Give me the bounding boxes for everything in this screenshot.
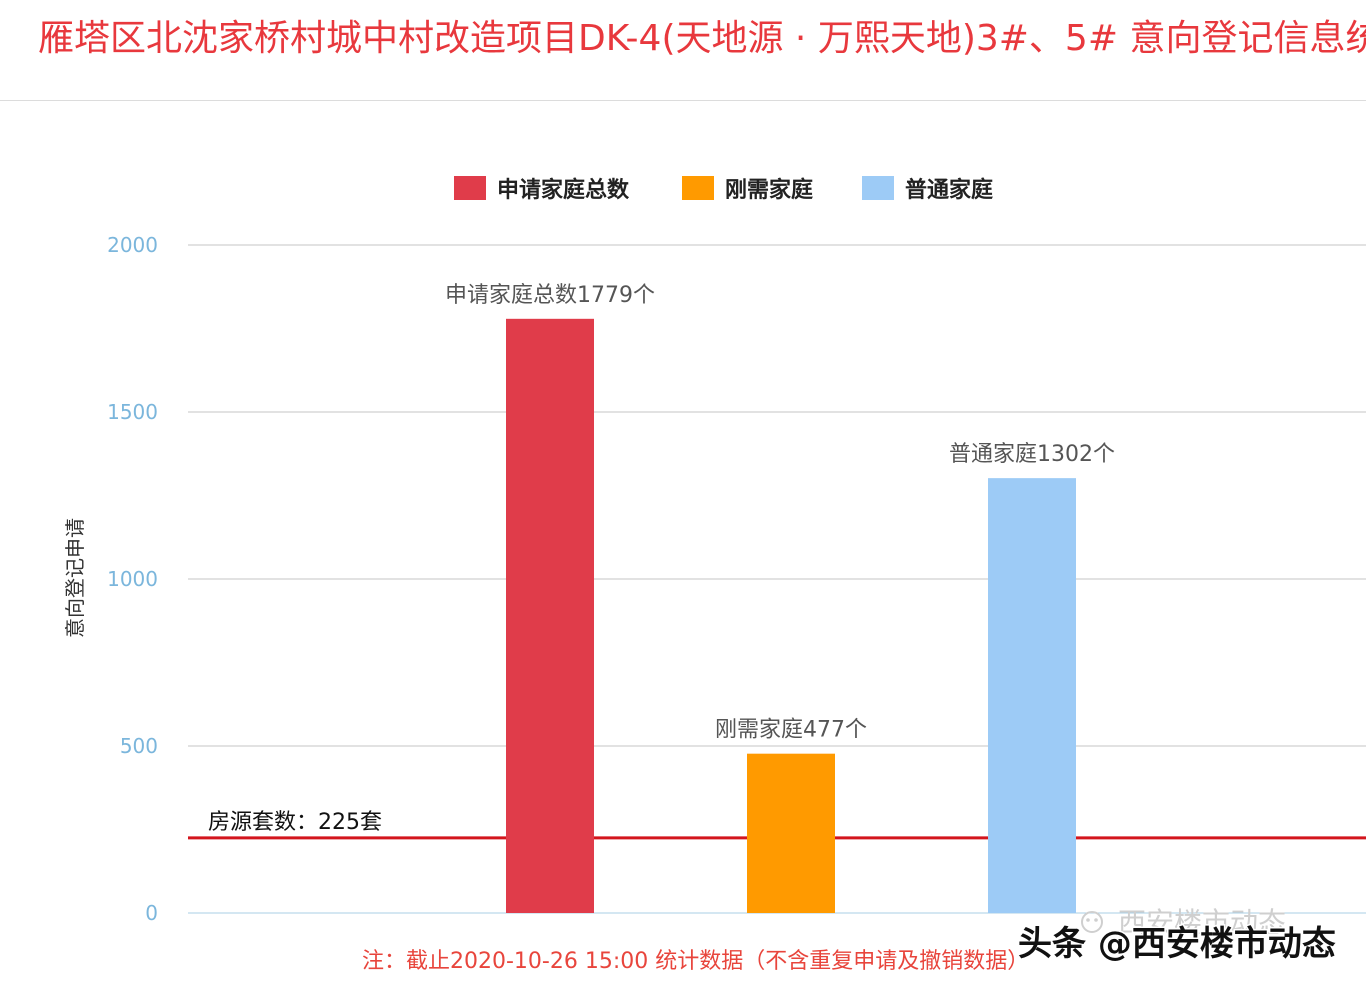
legend-label: 申请家庭总数 (497, 177, 630, 203)
y-tick-label: 2000 (107, 233, 158, 257)
bar-1 (506, 318, 594, 914)
chart-footnote: 注：截止2020-10-26 15:00 统计数据（不含重复申请及撤销数据） (362, 949, 1029, 974)
bar-data-label: 刚需家庭477个 (715, 718, 867, 743)
watermark-faint-text: 西安楼市动态 (1118, 906, 1286, 939)
page-title: 雁塔区北沈家桥村城中村改造项目DK-4(天地源 · 万熙天地)3#、5# 意向登… (38, 18, 1366, 59)
watermark: 西安楼市动态 头条 @西安楼市动态 (1017, 906, 1338, 966)
legend: 申请家庭总数 刚需家庭 普通家庭 (454, 176, 993, 203)
legend-item: 申请家庭总数 (454, 176, 630, 203)
bar-data-label: 申请家庭总数1779个 (445, 283, 655, 308)
legend-label: 普通家庭 (905, 177, 993, 203)
label-layer: 0 500 1000 1500 2000 房源套数：225套 申请家庭总数1779个刚需家庭… (107, 233, 1115, 925)
bar-2 (747, 753, 835, 913)
y-tick-label: 0 (145, 901, 158, 925)
legend-item: 普通家庭 (862, 176, 993, 203)
reference-line-label: 房源套数：225套 (208, 810, 382, 835)
watermark-main-text: 头条 @西安楼市动态 (1018, 924, 1336, 964)
bar-layer (506, 318, 1076, 914)
y-tick-label: 500 (120, 734, 158, 758)
title-divider (0, 100, 1366, 101)
y-axis-title: 意向登记申请 (63, 518, 87, 638)
bar-data-label: 普通家庭1302个 (949, 442, 1115, 467)
legend-swatch (682, 176, 714, 200)
y-tick-label: 1500 (107, 400, 158, 424)
legend-swatch (862, 176, 894, 200)
wechat-icon (1081, 911, 1103, 933)
legend-swatch (454, 176, 486, 200)
y-tick-label: 1000 (107, 567, 158, 591)
bar-3 (988, 478, 1076, 913)
legend-item: 刚需家庭 (682, 176, 813, 203)
legend-label: 刚需家庭 (725, 177, 813, 203)
